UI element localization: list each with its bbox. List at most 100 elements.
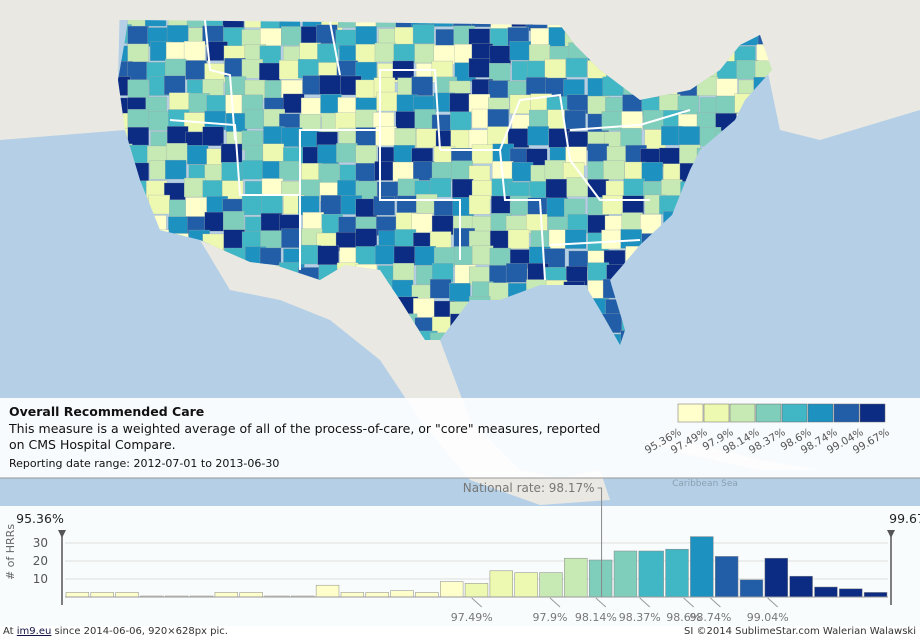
map-region — [412, 24, 435, 44]
range-arrow — [887, 530, 895, 538]
map-region — [169, 92, 191, 112]
mexico — [200, 240, 610, 505]
map-region — [544, 58, 566, 79]
national-rate-label: National rate: 98.17% — [463, 481, 595, 495]
histogram-bar — [814, 586, 838, 598]
map-region — [220, 143, 243, 164]
map-region — [545, 178, 568, 199]
legend-swatch — [703, 403, 730, 423]
map-region — [507, 229, 530, 249]
map-region — [471, 144, 494, 164]
histogram-bar — [789, 575, 813, 598]
pacific-coast — [0, 0, 125, 140]
histogram-bar — [489, 570, 513, 598]
map-region — [127, 43, 149, 64]
map-region — [601, 229, 623, 250]
map-region — [338, 20, 360, 28]
map-region — [375, 20, 398, 28]
legend-swatch — [677, 403, 704, 423]
x-tick — [639, 597, 651, 608]
map-region — [394, 229, 417, 249]
histogram-bar — [464, 583, 489, 598]
map-region — [392, 263, 415, 283]
map-region — [678, 126, 701, 146]
histogram-bar — [390, 590, 414, 598]
map-region — [413, 161, 435, 181]
state-border — [549, 239, 641, 246]
state-border — [499, 93, 650, 201]
x-tick-label: 97.9% — [533, 611, 568, 624]
map-region — [509, 41, 532, 61]
legend-swatch — [859, 403, 886, 423]
footer-link[interactable]: im9.eu — [16, 626, 52, 637]
map-region — [300, 97, 323, 118]
map-region — [202, 126, 224, 146]
map-region — [260, 213, 283, 233]
canada — [0, 0, 920, 140]
map-region — [204, 211, 226, 232]
histogram-bar — [739, 579, 764, 598]
state-border — [569, 109, 691, 131]
map-region — [127, 79, 149, 99]
map-region — [241, 195, 264, 216]
map-region — [244, 20, 266, 28]
x-tick — [595, 597, 607, 608]
x-tick-label: 98.37% — [619, 611, 661, 624]
map-region — [164, 58, 187, 79]
state-border — [169, 69, 441, 196]
map-region — [450, 111, 472, 131]
state-border — [204, 19, 236, 141]
map-region — [241, 160, 264, 180]
map-region — [127, 25, 149, 46]
x-tick — [710, 597, 721, 608]
map-region — [167, 126, 189, 146]
legend-swatch — [781, 403, 808, 423]
info-title: Overall Recommended Care — [9, 404, 205, 419]
histogram-bar — [365, 592, 389, 598]
map-region — [621, 212, 643, 232]
map-region — [622, 195, 644, 215]
map-region — [355, 26, 377, 46]
histogram-bar — [214, 592, 239, 598]
histogram-bar — [115, 592, 139, 598]
map-region — [318, 163, 340, 183]
map-region — [491, 195, 513, 216]
map-region — [414, 43, 436, 64]
map-region — [127, 61, 149, 81]
histogram-bar — [514, 572, 538, 598]
map-region — [183, 41, 206, 61]
map-region — [261, 195, 283, 215]
y-tick-label: 30 — [33, 536, 48, 550]
range-arrow — [58, 530, 66, 538]
map-region — [244, 109, 267, 129]
map-region — [411, 76, 433, 96]
map-region — [355, 246, 378, 266]
histogram-bar — [90, 592, 114, 598]
map-region — [355, 44, 377, 64]
state-border — [329, 21, 341, 76]
map-region — [223, 229, 245, 249]
map-region — [355, 145, 377, 165]
histogram-bar — [613, 550, 638, 598]
map-region — [355, 163, 377, 183]
map-region — [395, 111, 418, 131]
footer-suffix: since 2014-06-06, 920×628px pic. — [54, 626, 228, 637]
y-tick-label: 10 — [33, 572, 48, 586]
map-region — [623, 178, 645, 198]
histogram-bar — [714, 556, 739, 598]
map-region — [489, 45, 511, 65]
x-range-label: 99.67% — [889, 511, 920, 526]
y-axis-label: # of HRRs — [4, 524, 17, 580]
map-region — [640, 214, 662, 234]
map-region — [163, 75, 186, 95]
x-tick-label: 98.74% — [689, 611, 731, 624]
state-borders — [169, 19, 691, 281]
map-region — [565, 57, 588, 78]
histogram-bar — [588, 559, 613, 598]
map-region — [297, 59, 320, 79]
map-label: Caribbean Sea — [672, 479, 738, 489]
histogram-bar — [315, 584, 340, 598]
footer-prefix: At — [3, 626, 14, 637]
